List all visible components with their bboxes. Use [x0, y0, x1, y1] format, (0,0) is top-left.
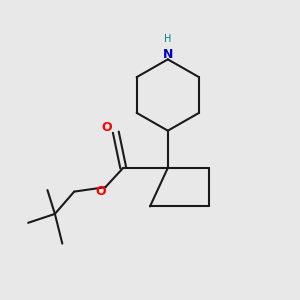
Text: O: O [96, 185, 106, 198]
Text: H: H [164, 34, 172, 44]
Text: O: O [102, 121, 112, 134]
Text: N: N [163, 48, 173, 61]
